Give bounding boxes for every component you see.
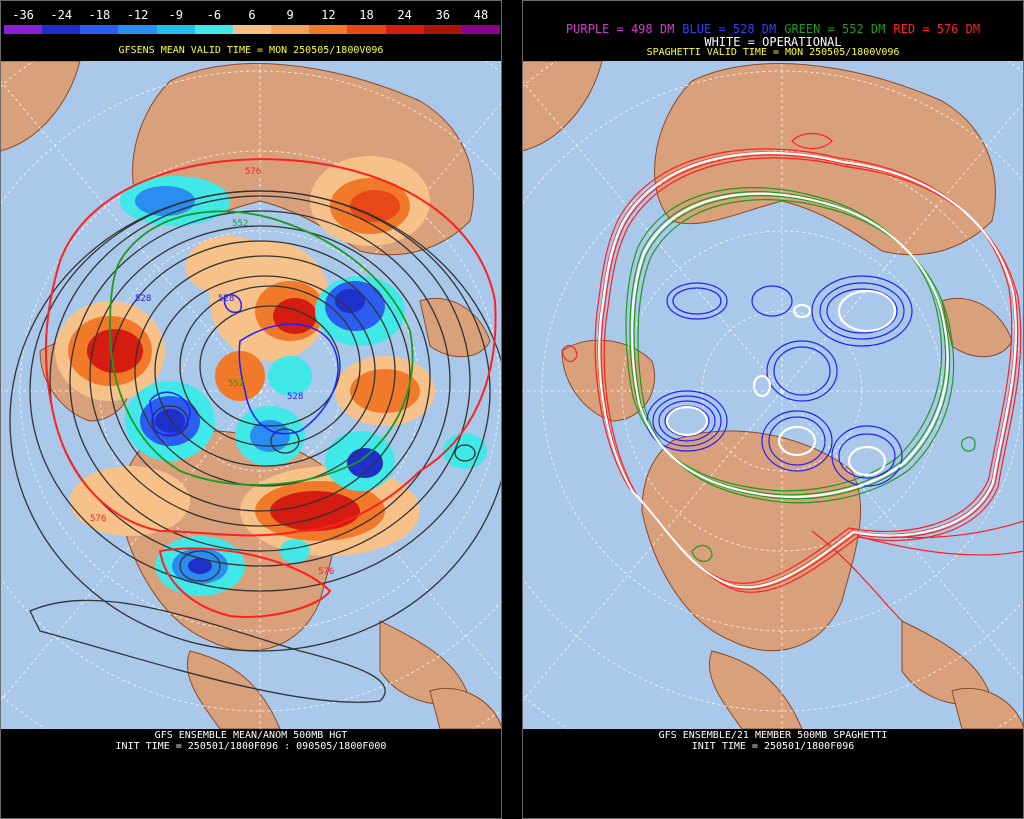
colorbar-swatch	[42, 25, 81, 34]
colorbar-label: 9	[286, 8, 294, 22]
panel-divider	[502, 0, 522, 819]
legend-entry: GREEN = 552 DM	[784, 22, 886, 36]
contour-label-528-center: 528	[218, 294, 234, 304]
land-masses-right	[522, 61, 1024, 729]
ensemble-mean-panel: -36 -24 -18 -12 -9 -6 6 9 12 18 24 36 48 GFSENS MEAN…	[0, 0, 502, 819]
colorbar-label: 24	[397, 8, 412, 22]
legend-entry: PURPLE = 498 DM	[565, 22, 675, 36]
colorbar-label: 36	[435, 8, 451, 22]
contour-labels: 576 552 528 528 528 552 576 576	[90, 167, 334, 577]
contour-label-576-east: 576	[318, 567, 334, 577]
operational-contours	[598, 151, 1017, 589]
contour-label-576-south: 576	[90, 514, 106, 524]
right-footer-init-time: INIT TIME = 250501/1800F096	[691, 741, 855, 752]
right-footer-title: GFS ENSEMBLE/21 MEMBER 500MB SPAGHETTI	[658, 730, 888, 741]
colorbar-labels: -36 -24 -18 -12 -9 -6 6 9 12 18 24 36 48	[4, 8, 500, 22]
colorbar-label: 12	[321, 8, 336, 22]
spaghetti-552	[625, 187, 976, 563]
colorbar-label: -36	[12, 8, 34, 22]
colorbar-swatch	[385, 25, 424, 34]
colorbar-swatch	[232, 25, 272, 34]
spaghetti-528	[646, 275, 913, 487]
colorbar-label: -9	[168, 8, 183, 22]
contour-label-552-top: 552	[232, 219, 248, 229]
colorbar-label: 18	[359, 8, 374, 22]
left-valid-time: GFSENS MEAN VALID TIME = MON 250505/1800…	[118, 45, 384, 56]
colorbar-swatch	[423, 25, 462, 34]
ensemble-mean-map: 576 552 528 528 528 552 576 576	[0, 61, 502, 729]
warm-anomalies	[55, 156, 435, 556]
contour-576	[44, 158, 497, 618]
colorbar-label: -18	[88, 8, 111, 22]
left-footer-init-time: INIT TIME = 250501/1800F096 : 090505/180…	[115, 741, 387, 752]
colorbar-swatch	[4, 25, 43, 34]
contour-label-528-south: 528	[287, 392, 303, 402]
colorbar-swatch	[194, 25, 233, 34]
spaghetti-map	[522, 61, 1024, 729]
mean-map-svg: 576 552 528 528 528 552 576 576	[0, 61, 502, 729]
contour-528	[149, 294, 339, 436]
right-valid-time: SPAGHETTI VALID TIME = MON 250505/1800V0…	[646, 47, 900, 58]
colorbar-swatch	[461, 25, 501, 34]
colorbar-label: 48	[473, 8, 489, 22]
contour-label-576-top: 576	[245, 167, 261, 177]
cold-anomalies	[120, 176, 487, 596]
colorbar-swatch	[118, 25, 157, 34]
operational-legend: WHITE = OPERATIONAL	[704, 35, 842, 49]
colorbar-label: -6	[206, 8, 222, 22]
colorbar-swatch	[80, 25, 119, 34]
legend-entry: BLUE = 528 DM	[682, 22, 777, 36]
contour-label-528-west: 528	[135, 294, 151, 304]
spaghetti-panel: PURPLE = 498 DM BLUE = 528 DM GREEN = 552 …	[522, 0, 1024, 819]
colorbar-label: -24	[50, 8, 73, 22]
height-contours	[9, 190, 502, 703]
spaghetti-map-svg	[522, 61, 1024, 729]
spaghetti-legend: PURPLE = 498 DM BLUE = 528 DM GREEN = 552 …	[522, 22, 1024, 36]
legend-entry: RED = 576 DM	[893, 22, 981, 36]
colorbar-swatch	[309, 25, 348, 34]
contour-552	[109, 210, 414, 486]
left-footer-title: GFS ENSEMBLE MEAN/ANOM 500MB HGT	[154, 730, 348, 741]
colorbar-label: -12	[126, 8, 149, 22]
contour-label-552-west: 552	[228, 379, 244, 389]
colorbar-swatch	[156, 25, 195, 34]
colorbar-swatch	[347, 25, 386, 34]
colorbar-label: 6	[248, 8, 256, 22]
colorbar-swatch	[271, 25, 310, 34]
anomaly-colorbar	[4, 25, 501, 34]
